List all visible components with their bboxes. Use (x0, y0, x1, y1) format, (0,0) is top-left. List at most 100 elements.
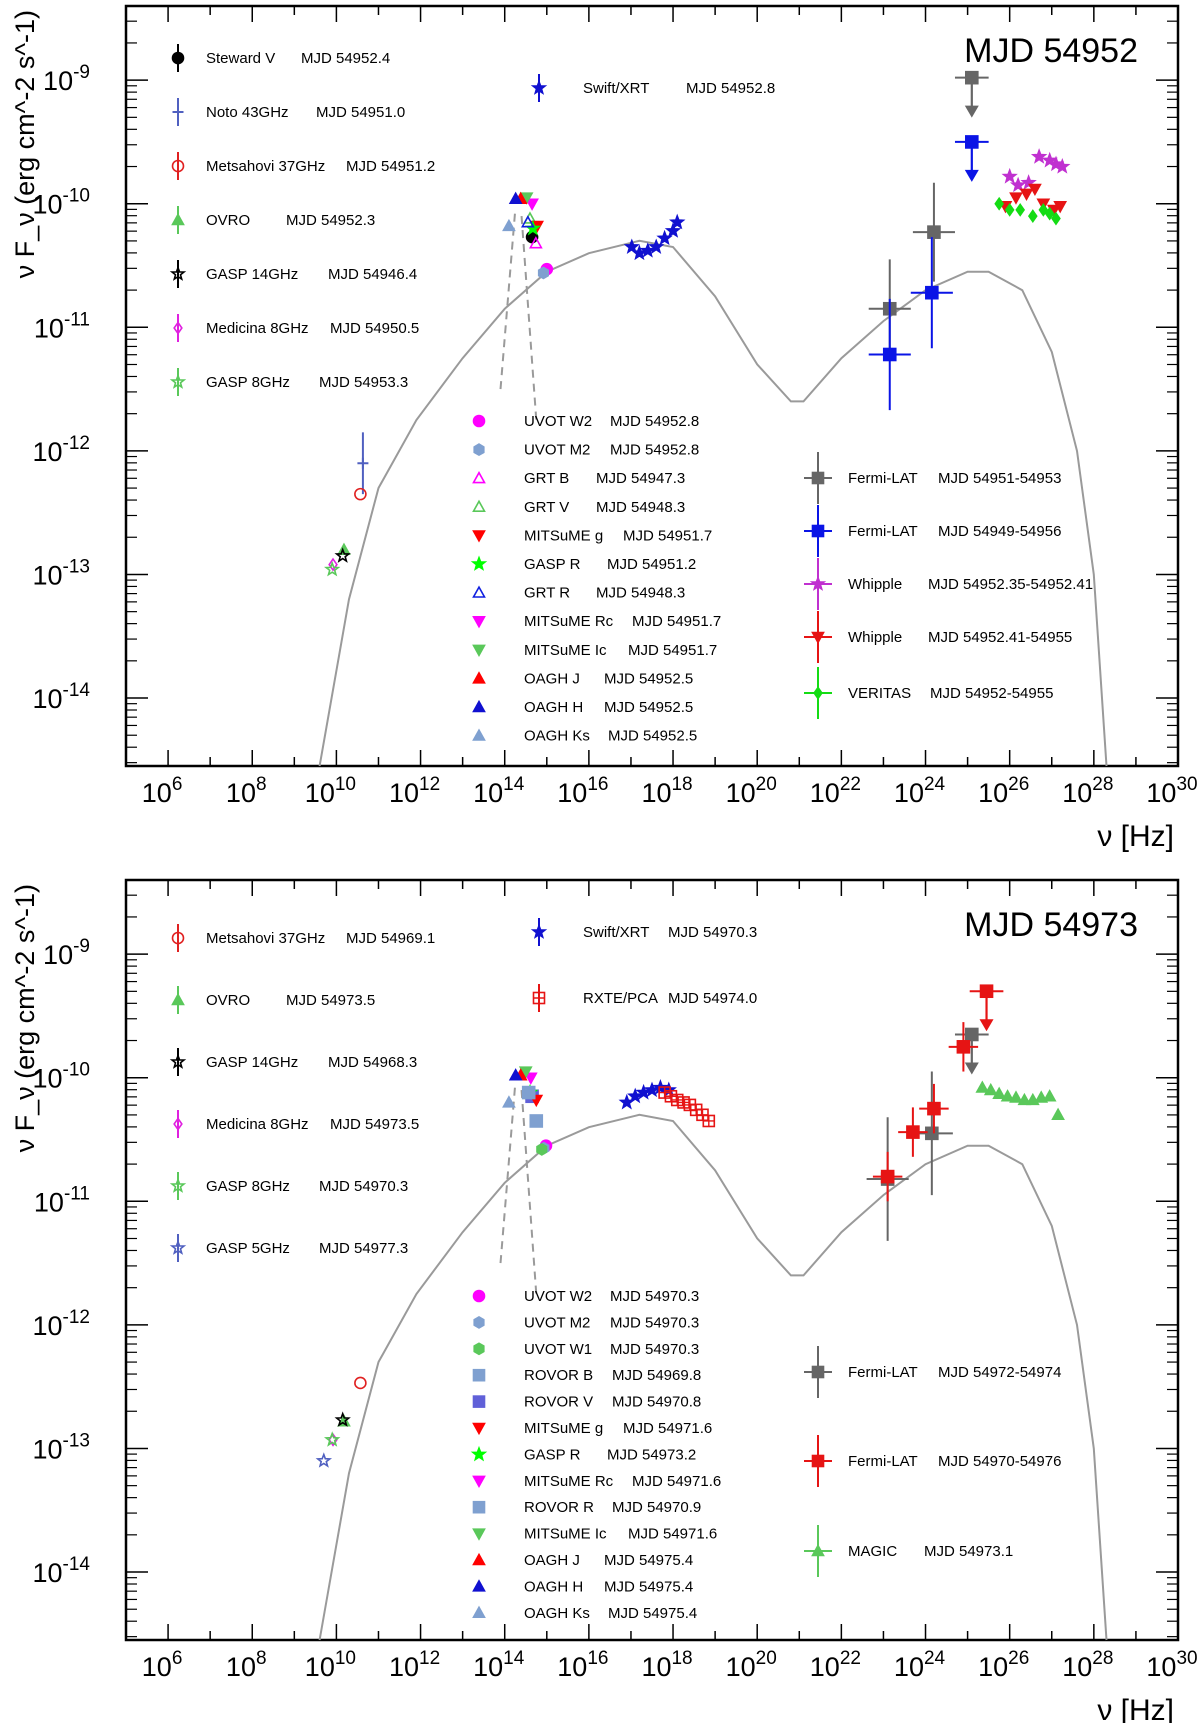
legend-right-entry: Fermi-LAT MJD 54970-54976 (804, 1435, 1061, 1487)
x-tick-label: 1014 (473, 1648, 525, 1682)
legend-marker (472, 585, 486, 598)
legend-middle-entry: MITSuME Rc MJD 54951.7 (472, 613, 721, 630)
x-tick-label: 108 (226, 774, 267, 808)
series-metsahovi-37ghz (354, 1376, 367, 1390)
x-tick-exponent: 22 (840, 1648, 861, 1669)
legend-marker (472, 1579, 486, 1592)
legend-marker (472, 699, 486, 713)
legend-middle-entry: UVOT W2 MJD 54970.3 (472, 1288, 699, 1305)
series-swift-xrt (623, 213, 686, 261)
legend-middle-entry: MITSuME g MJD 54951.7 (472, 527, 712, 544)
legend-label: OVRO (206, 212, 250, 229)
legend-left-entry: OVRO MJD 54952.3 (171, 206, 375, 234)
legend-label: Metsahovi 37GHz (206, 158, 325, 175)
legend-marker (809, 575, 827, 591)
legend-mjd: MJD 54952.5 (604, 670, 693, 687)
data-point (639, 242, 656, 258)
x-tick-label: 1026 (978, 1648, 1029, 1682)
data-point (1004, 203, 1015, 217)
data-point (354, 1376, 367, 1390)
y-tick-label: 10-14 (32, 1554, 90, 1588)
data-point (1000, 1089, 1015, 1102)
model-curve (318, 239, 1108, 767)
legend-mjd: MJD 54973.5 (330, 1116, 419, 1133)
data-point (1051, 1107, 1065, 1120)
y-tick-label: 10-10 (32, 1060, 90, 1094)
data-point (882, 347, 897, 362)
legend-mjd: MJD 54971.6 (628, 1526, 717, 1543)
data-point (1054, 157, 1071, 174)
legend-marker (472, 530, 486, 543)
legend-marker (172, 106, 184, 118)
y-tick-label: 10-10 (32, 186, 90, 220)
legend-mjd: MJD 54972-54974 (938, 1364, 1061, 1381)
x-tick-exponent: 20 (756, 1648, 777, 1669)
series-mitsume-rc (525, 198, 539, 211)
upper-limit-arrowhead (964, 1062, 979, 1075)
legend-label: GASP 8GHz (206, 374, 290, 391)
x-tick-exponent: 18 (671, 774, 692, 795)
data-point (523, 1072, 538, 1085)
legend-mjd: MJD 54948.3 (596, 499, 685, 516)
upper-limit-point (965, 70, 979, 85)
legend-marker (530, 79, 548, 95)
x-tick-label: 1020 (726, 774, 777, 808)
legend-label: MITSuME g (524, 527, 603, 544)
legend-label: UVOT W2 (524, 1288, 592, 1305)
x-axis-label: ν [Hz] (1097, 1694, 1174, 1723)
data-point (1017, 1092, 1032, 1106)
legend-label: Fermi-LAT (848, 523, 918, 540)
legend-mjd: MJD 54969.1 (346, 930, 435, 947)
data-point (1041, 151, 1058, 168)
data-point (502, 218, 516, 232)
series-magic (975, 1080, 1065, 1120)
data-point (1030, 148, 1048, 164)
legend-marker (171, 992, 185, 1006)
legend-middle-entry: MITSuME Rc MJD 54971.6 (472, 1473, 721, 1490)
legend-middle-entry: MITSuME Ic MJD 54971.6 (472, 1526, 717, 1543)
x-tick-exponent: 24 (924, 774, 946, 795)
legend-middle-entry: OAGH J MJD 54975.4 (472, 1552, 693, 1569)
legend-marker (473, 1315, 485, 1329)
legend-label: UVOT M2 (524, 1314, 590, 1331)
data-point (328, 557, 338, 572)
legend-marker (472, 644, 486, 657)
y-tick-exponent: -10 (63, 186, 90, 207)
y-axis-label: ν F_ν (erg cm^-2 s^-1) (10, 10, 40, 278)
legend-label: RXTE/PCA (583, 990, 658, 1007)
data-point (1053, 200, 1068, 214)
legend-label: Swift/XRT (583, 924, 649, 941)
data-point (956, 1040, 971, 1054)
plot-frame (124, 878, 1180, 1642)
data-point (1020, 174, 1037, 190)
data-point (528, 236, 543, 249)
legend-label: ROVOR B (524, 1367, 593, 1384)
legend-label: GASP 5GHz (206, 1240, 290, 1257)
legend-middle-entry: GRT B MJD 54947.3 (472, 470, 685, 487)
legend-marker (472, 471, 486, 484)
y-tick-label: 10-12 (32, 433, 90, 467)
x-tick-exponent: 22 (840, 774, 861, 795)
x-axis-label: ν [Hz] (1097, 820, 1174, 853)
data-point (1027, 209, 1038, 223)
legend-marker (472, 615, 486, 629)
legend-middle-entry: OAGH H MJD 54975.4 (472, 1578, 693, 1595)
legend-mjd: MJD 54952.35-54952.41 (928, 576, 1093, 593)
x-tick-exponent: 24 (924, 1648, 946, 1669)
model-curve (318, 1113, 1108, 1641)
legend-marker (169, 265, 187, 281)
legend-mjd: MJD 54968.3 (328, 1054, 417, 1071)
series-gasp-8ghz (323, 560, 341, 577)
legend-mjd: MJD 54970.9 (612, 1499, 701, 1516)
data-point (1019, 188, 1034, 201)
y-tick-label: 10-11 (34, 1183, 90, 1217)
data-point (529, 1114, 544, 1128)
legend-middle-entry: MITSuME Ic MJD 54951.7 (472, 642, 717, 659)
legend-mjd: MJD 54952.3 (286, 212, 375, 229)
x-tick-label: 1030 (1146, 774, 1197, 808)
legend-marker (173, 1117, 183, 1131)
y-tick-label: 10-11 (34, 309, 90, 343)
series-oagh-ks (502, 1095, 516, 1108)
legend-label: OVRO (206, 992, 250, 1009)
legend-left-entry: GASP 14GHz MJD 54946.4 (169, 260, 417, 288)
